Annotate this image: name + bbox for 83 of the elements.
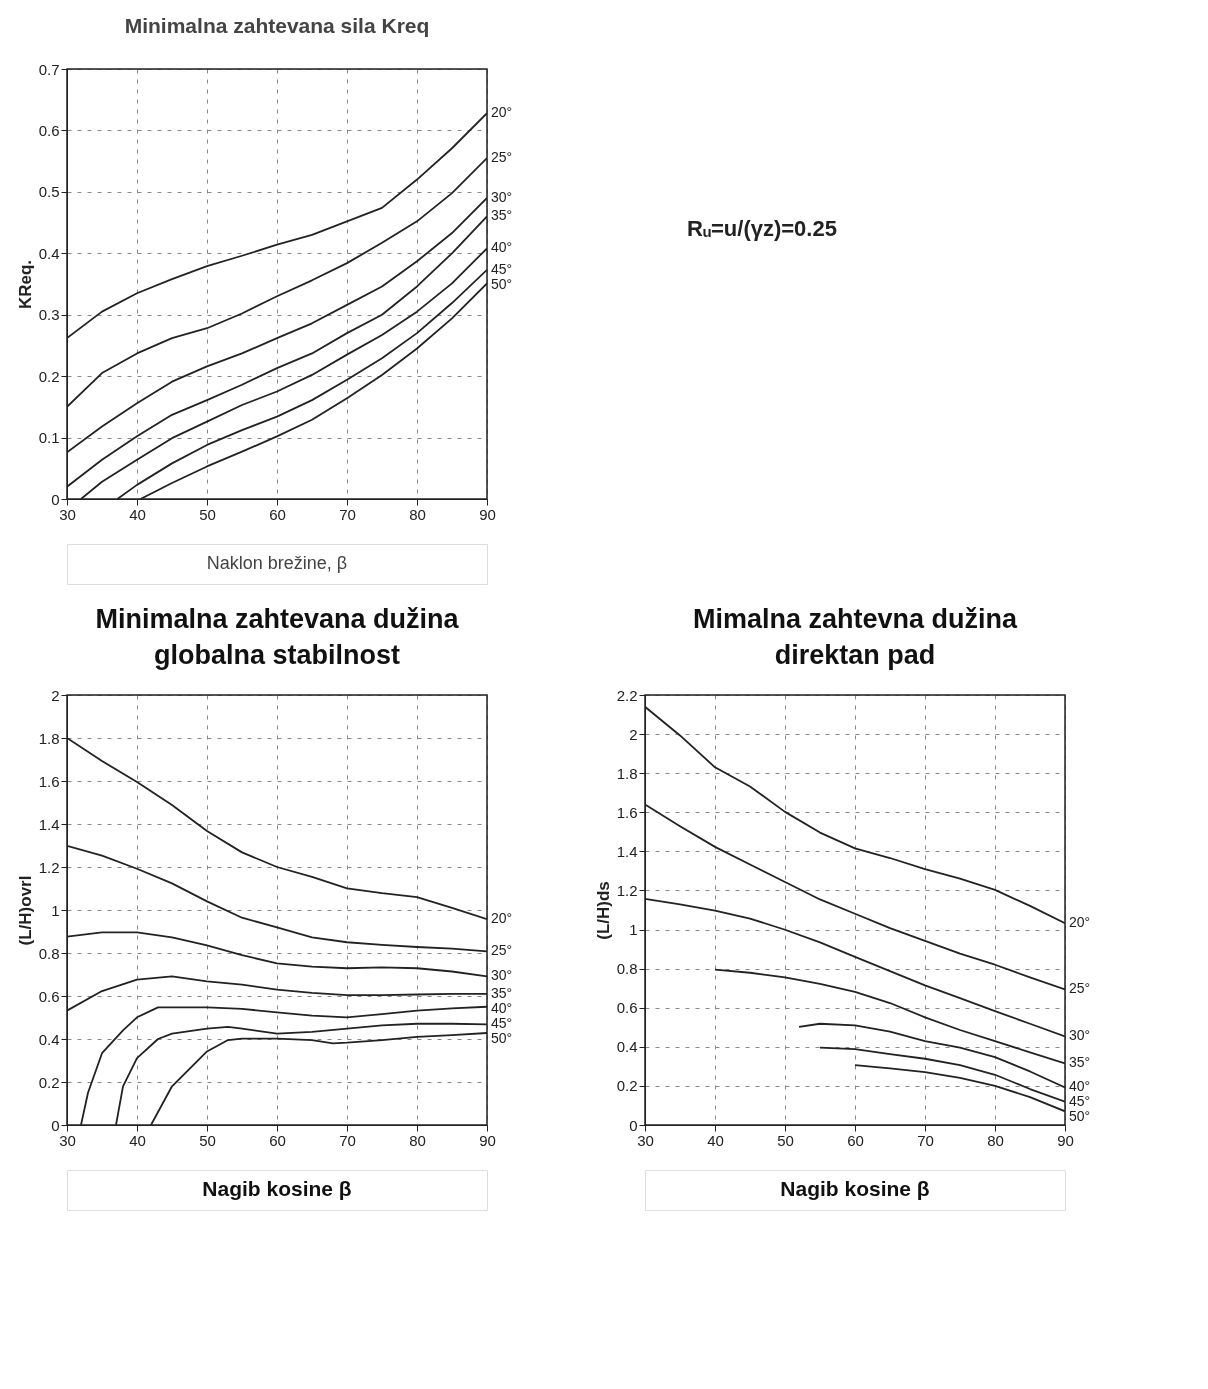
- x-tick-label: 80: [409, 1131, 426, 1149]
- series-label: 25°: [1069, 980, 1091, 997]
- series-label: 45°: [491, 260, 513, 277]
- y-axis-title: KReq.: [15, 259, 35, 310]
- x-tick-label: 40: [707, 1131, 724, 1149]
- x-tick-label: 70: [339, 505, 356, 523]
- y-axis-title: (L/H)ds: [593, 881, 613, 940]
- x-tick-label: 70: [339, 1131, 356, 1149]
- x-tick-label: 30: [59, 1131, 76, 1149]
- x-tick-label: 40: [129, 1131, 146, 1149]
- y-tick-label: 0.1: [38, 429, 60, 447]
- y-tick-label: 0.3: [38, 306, 60, 324]
- x-tick-label: 50: [199, 1131, 216, 1149]
- x-tick-label: 50: [199, 505, 216, 523]
- y-tick-label: 2: [51, 686, 60, 704]
- y-tick-label: 1.6: [616, 803, 638, 821]
- y-tick-label: 1.2: [38, 858, 60, 876]
- chart-title: Minimalna zahtevana sila Kreq: [124, 14, 430, 37]
- series-label: 30°: [491, 189, 513, 205]
- y-tick-label: 0.2: [38, 1073, 60, 1091]
- x-tick-label: 60: [269, 505, 286, 523]
- x-tick-label: 50: [777, 1131, 794, 1149]
- y-tick-label: 1.2: [616, 881, 638, 899]
- y-tick-label: 1.8: [616, 764, 638, 782]
- y-tick-label: 0.8: [616, 960, 638, 978]
- series-label: 45°: [491, 1015, 513, 1032]
- y-tick-label: 0.6: [38, 121, 60, 139]
- series-label: 30°: [1069, 1027, 1091, 1044]
- y-tick-label: 0: [629, 1116, 638, 1134]
- y-tick-label: 2: [629, 725, 638, 743]
- y-tick-label: 0.2: [38, 367, 60, 385]
- y-tick-label: 0.8: [38, 944, 60, 962]
- x-tick-label: 80: [409, 505, 426, 523]
- series-label: 35°: [491, 984, 513, 1001]
- x-tick-label: 90: [479, 505, 496, 523]
- y-tick-label: 0.4: [616, 1038, 638, 1056]
- y-tick-label: 0.6: [38, 987, 60, 1005]
- series-label: 40°: [491, 239, 513, 256]
- series-label: 45°: [1069, 1093, 1091, 1110]
- y-axis-title: (L/H)ovrl: [15, 875, 35, 946]
- x-tick-label: 60: [847, 1131, 864, 1149]
- y-tick-label: 1.4: [616, 842, 638, 860]
- y-tick-label: 1: [629, 921, 638, 939]
- y-tick-label: 1.6: [38, 772, 60, 790]
- series-label: 50°: [1069, 1108, 1091, 1125]
- y-tick-label: 0.4: [38, 244, 60, 262]
- x-axis-title: Nagib kosine β: [202, 1177, 352, 1200]
- series-label: 40°: [1069, 1078, 1091, 1095]
- y-tick-label: 0.5: [38, 183, 60, 201]
- series-label: 25°: [491, 942, 513, 959]
- series-label: 35°: [491, 207, 513, 224]
- x-tick-label: 90: [479, 1131, 496, 1149]
- y-tick-label: 0.6: [616, 999, 638, 1017]
- x-tick-label: 30: [637, 1131, 654, 1149]
- x-axis-title: Nagib kosine β: [780, 1177, 930, 1200]
- y-tick-label: 1: [51, 901, 60, 919]
- x-tick-label: 70: [917, 1131, 934, 1149]
- x-tick-label: 80: [987, 1131, 1004, 1149]
- y-tick-label: 0.4: [38, 1030, 60, 1048]
- x-axis-title: Naklon brežine, β: [206, 553, 348, 573]
- series-label: 20°: [491, 104, 513, 121]
- y-tick-label: 1.4: [38, 815, 60, 833]
- series-label: 35°: [1069, 1054, 1091, 1071]
- series-label: 20°: [491, 910, 513, 927]
- series-label: 30°: [491, 967, 513, 984]
- series-label: 20°: [1069, 914, 1091, 931]
- y-tick-label: 0: [51, 490, 60, 508]
- y-tick-label: 1.8: [38, 729, 60, 747]
- chart-title: Minimalna zahtevana dužina globalna stabilnost: [95, 604, 460, 670]
- series-label: 25°: [491, 149, 513, 166]
- y-tick-label: 2.2: [616, 686, 638, 704]
- series-label: 50°: [491, 1030, 513, 1047]
- y-tick-label: 0: [51, 1116, 60, 1134]
- series-label: 50°: [491, 275, 513, 292]
- y-tick-label: 0.2: [616, 1077, 638, 1095]
- text: Rᵤ=u/(γz)=0.25: [687, 216, 837, 241]
- x-tick-label: 30: [59, 505, 76, 523]
- x-tick-label: 40: [129, 505, 146, 523]
- series-label: 40°: [491, 999, 513, 1016]
- y-tick-label: 0.7: [38, 60, 60, 78]
- x-tick-label: 90: [1057, 1131, 1074, 1149]
- x-tick-label: 60: [269, 1131, 286, 1149]
- chart-title: Mimalna zahtevna dužina direktan pad: [692, 604, 1019, 670]
